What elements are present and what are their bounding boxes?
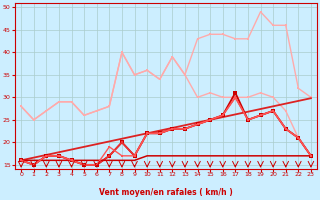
X-axis label: Vent moyen/en rafales ( km/h ): Vent moyen/en rafales ( km/h )	[99, 188, 233, 197]
